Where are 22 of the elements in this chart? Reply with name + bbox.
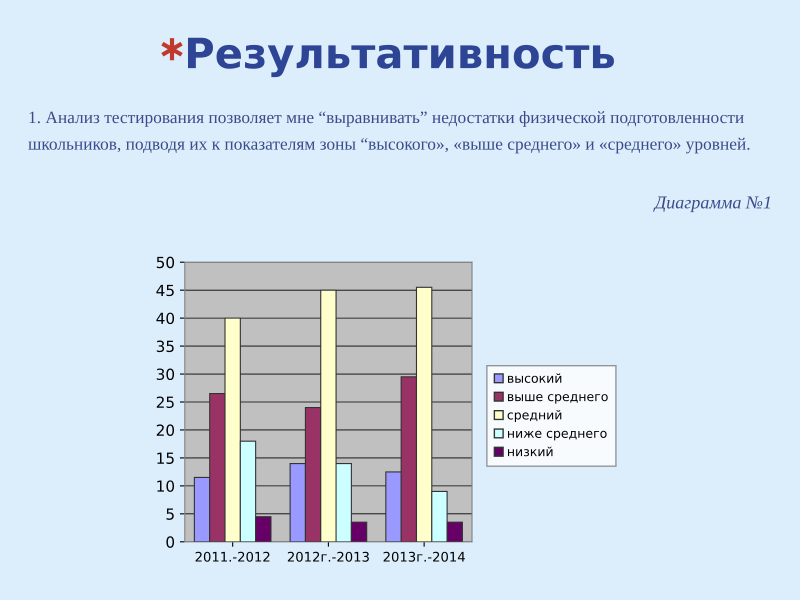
legend-label: низкий xyxy=(508,446,552,456)
y-tick-label: 40 xyxy=(156,312,174,324)
y-tick-label: 5 xyxy=(166,508,174,520)
y-tick-label: 15 xyxy=(157,452,174,464)
y-tick-label: 0 xyxy=(166,536,174,548)
x-tick-label: 2013г.-2014 xyxy=(384,552,465,562)
y-tick-label: 45 xyxy=(156,284,174,296)
y-tick-label: 50 xyxy=(156,256,174,268)
x-tick-label: 2011.-2012 xyxy=(196,552,270,562)
y-tick-label: 30 xyxy=(156,368,174,380)
y-tick-label: 20 xyxy=(156,424,174,436)
y-tick-label: 35 xyxy=(156,340,174,352)
legend-label: ниже среднего xyxy=(508,430,607,440)
y-tick-label: 25 xyxy=(156,396,174,408)
legend-label: выше среднего xyxy=(508,394,608,404)
y-tick-label: 10 xyxy=(157,480,174,492)
legend-label: высокий xyxy=(508,373,562,383)
x-tick-label: 2012г.-2013 xyxy=(288,552,369,562)
chart-title: Результативность xyxy=(188,38,614,78)
chart-subtitle: 1. Анализ тестирования позволяет мне “выравнивать” недостатки физической подготовленности школьников, подводя их к показателям зоны “высокого», «выше среднего» и «среднего» уровней. xyxy=(28,111,750,154)
legend-label: средний xyxy=(508,410,562,422)
text: Диаграмма №1 xyxy=(653,196,770,212)
